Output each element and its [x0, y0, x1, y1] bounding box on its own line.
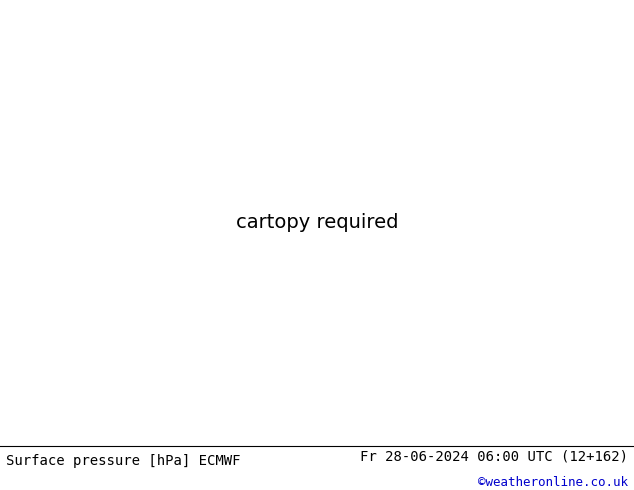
- Text: cartopy required: cartopy required: [236, 214, 398, 232]
- Text: Fr 28-06-2024 06:00 UTC (12+162): Fr 28-06-2024 06:00 UTC (12+162): [359, 450, 628, 464]
- Text: Surface pressure [hPa] ECMWF: Surface pressure [hPa] ECMWF: [6, 454, 241, 468]
- Text: ©weatheronline.co.uk: ©weatheronline.co.uk: [477, 476, 628, 489]
